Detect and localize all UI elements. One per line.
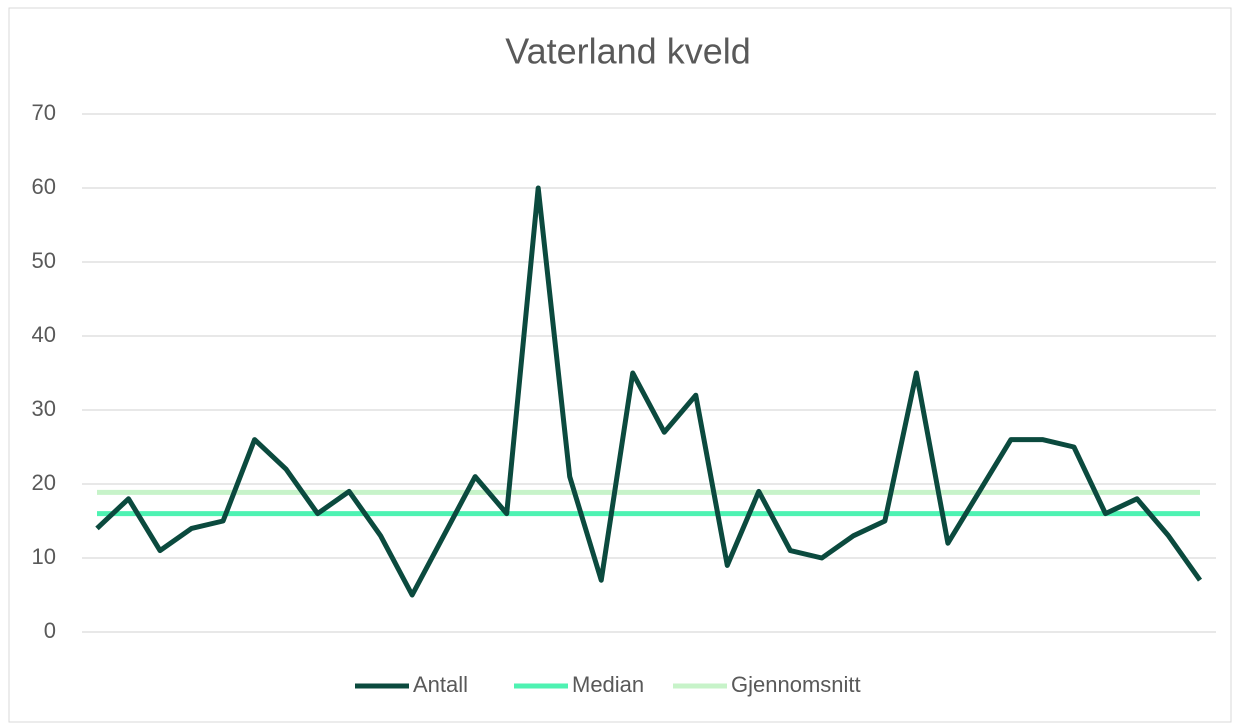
legend-label: Median xyxy=(572,672,644,697)
series-line xyxy=(95,185,1203,598)
y-tick-label: 60 xyxy=(32,174,56,199)
y-tick-label: 50 xyxy=(32,248,56,273)
chart-title: Vaterland kveld xyxy=(505,31,750,72)
y-tick-label: 30 xyxy=(32,396,56,421)
y-tick-label: 40 xyxy=(32,322,56,347)
legend-label: Gjennomsnitt xyxy=(731,672,861,697)
legend-label: Antall xyxy=(413,672,468,697)
y-tick-label: 70 xyxy=(32,100,56,125)
y-tick-label: 10 xyxy=(32,544,56,569)
y-tick-label: 0 xyxy=(44,618,56,643)
y-tick-label: 20 xyxy=(32,470,56,495)
chart-border xyxy=(8,7,1232,723)
